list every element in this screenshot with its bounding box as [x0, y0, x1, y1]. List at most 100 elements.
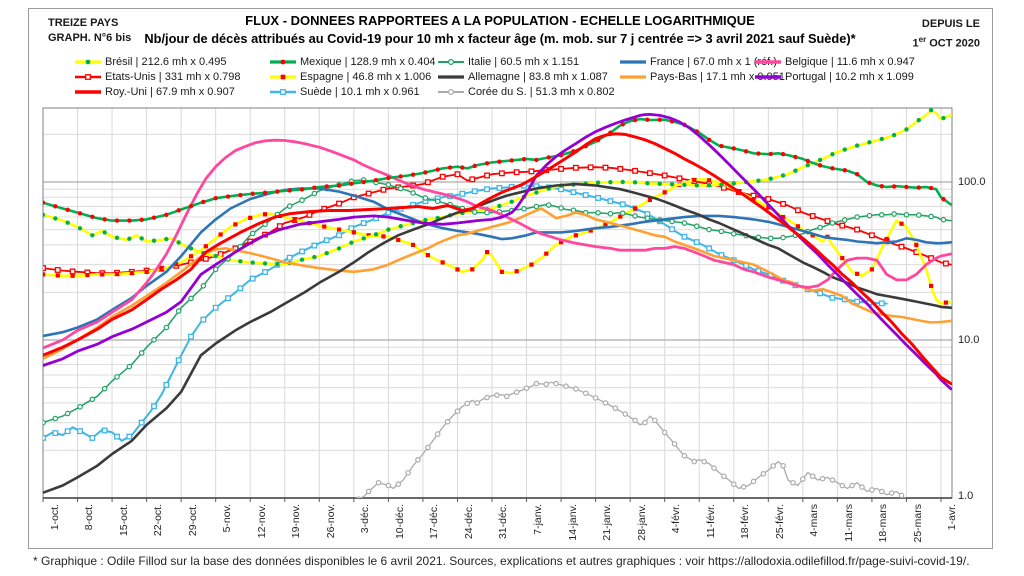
x-axis-label-22-oct.: 22-oct. — [152, 504, 165, 537]
legend-label-Belgique: Belgique | 11.6 mh x 0.947 — [785, 55, 915, 68]
series-line-Allemagne — [43, 182, 952, 494]
x-axis-label-5-nov.: 5-nov. — [221, 504, 234, 533]
x-axis-label-18-févr.: 18-févr. — [739, 504, 752, 540]
header-right-block: DEPUIS LE 1er OCT 2020 — [913, 16, 981, 52]
header-treize-pays: TREIZE PAYS — [48, 17, 119, 29]
x-axis-label-1-oct.: 1-oct. — [48, 504, 61, 531]
series-group — [43, 108, 952, 498]
series-Brésil — [43, 108, 952, 267]
y-axis-label-100: 100.0 — [958, 176, 986, 188]
series-line-Belgique — [43, 138, 952, 350]
x-axis-label-24-déc.: 24-déc. — [462, 504, 475, 540]
legend-label-Mexique: Mexique | 128.9 mh x 0.404 — [300, 55, 436, 68]
legend-swatch-Roy.-Uni — [75, 89, 101, 94]
x-axis-label-3-déc.: 3-déc. — [359, 504, 372, 534]
header-depuis-le: DEPUIS LE — [921, 18, 980, 30]
x-axis-label-11-févr.: 11-févr. — [704, 504, 717, 539]
x-axis-label-8-oct.: 8-oct. — [83, 504, 96, 531]
legend-swatch-Suède — [270, 88, 296, 95]
legend-label-Etats-Unis: Etats-Unis | 331 mh x 0.798 — [105, 70, 241, 83]
page-subtitle: Nb/jour de décès attribués au Covid-19 p… — [144, 31, 856, 46]
x-axis-label-31-déc.: 31-déc. — [497, 504, 510, 540]
page-title: FLUX - DONNEES RAPPORTEES A LA POPULATIO… — [245, 13, 755, 28]
legend-swatch-Portugal — [755, 74, 781, 79]
legend-item-Brésil: Brésil | 212.6 mh x 0.495 — [75, 55, 226, 68]
legend-item-Espagne: Espagne | 46.8 mh x 1.006 — [270, 70, 431, 83]
legend-label-Suède: Suède | 10.1 mh x 0.961 — [300, 85, 420, 98]
x-axis-label-4-mars: 4-mars — [808, 504, 821, 537]
series-Corée du S. — [356, 380, 906, 498]
x-axis-label-18-mars: 18-mars — [877, 504, 890, 543]
legend-swatch-Brésil — [75, 59, 101, 64]
x-axis-label-26-nov.: 26-nov. — [324, 504, 337, 539]
series-line-Suède — [43, 184, 888, 442]
x-axis-label-25-févr.: 25-févr. — [773, 504, 786, 540]
series-Belgique — [43, 138, 952, 350]
y-axis-label-1: 1.0 — [958, 490, 974, 502]
x-axis-label-25-mars: 25-mars — [911, 504, 924, 543]
legend-swatch-France — [620, 59, 646, 64]
legend-label-Allemagne: Allemagne | 83.8 mh x 1.087 — [468, 70, 608, 83]
x-axis-label-11-mars: 11-mars — [842, 504, 855, 542]
legend-label-Corée du S.: Corée du S. | 51.3 mh x 0.802 — [468, 85, 615, 98]
legend-item-Italie: Italie | 60.5 mh x 1.151 — [438, 55, 579, 68]
x-axis-label-19-nov.: 19-nov. — [290, 504, 303, 539]
legend-item-Suède: Suède | 10.1 mh x 0.961 — [270, 85, 420, 98]
legend-swatch-Belgique — [755, 59, 781, 64]
series-line-Espagne — [43, 178, 952, 305]
x-axis-label-15-oct.: 15-oct. — [117, 504, 130, 537]
legend-item-Mexique: Mexique | 128.9 mh x 0.404 — [270, 55, 436, 68]
x-axis-label-29-oct.: 29-oct. — [186, 504, 199, 537]
x-axis-label-1-avr.: 1-avr. — [946, 504, 959, 531]
legend-label-Italie: Italie | 60.5 mh x 1.151 — [468, 55, 580, 68]
legend-swatch-Pays-Bas — [620, 74, 646, 79]
x-axis-label-14-janv.: 14-janv. — [566, 504, 579, 541]
legend-swatch-Italie — [438, 58, 464, 65]
x-axis-label-7-janv.: 7-janv. — [532, 504, 545, 535]
series-line-Portugal — [43, 113, 952, 391]
legend-item-Etats-Unis: Etats-Unis | 331 mh x 0.798 — [75, 70, 241, 83]
series-Roy.-Uni — [43, 132, 952, 386]
legend-label-France: France | 67.0 mh x 1 (réf.) — [650, 55, 777, 68]
series-line-Corée du S. — [359, 381, 906, 498]
header-left-block: TREIZE PAYS GRAPH. N°6 bis — [48, 16, 131, 46]
series-Portugal — [43, 113, 952, 391]
series-line-Pays-Bas — [43, 207, 952, 361]
series-Pays-Bas — [43, 207, 952, 361]
series-line-France — [43, 187, 952, 338]
legend-label-Roy.-Uni: Roy.-Uni | 67.9 mh x 0.907 — [105, 85, 235, 98]
source-footnote: * Graphique : Odile Fillod sur la base d… — [33, 554, 970, 568]
x-axis-label-12-nov.: 12-nov. — [255, 504, 268, 539]
series-France — [43, 187, 952, 338]
header-graph-number: GRAPH. N°6 bis — [48, 32, 132, 44]
series-Allemagne — [43, 182, 952, 494]
legend-item-Portugal: Portugal | 10.2 mh x 1.099 — [755, 70, 914, 83]
legend-label-Espagne: Espagne | 46.8 mh x 1.006 — [300, 70, 432, 83]
x-axis-label-10-déc.: 10-déc. — [393, 504, 406, 540]
x-axis-label-21-janv.: 21-janv. — [601, 504, 614, 541]
legend-item-Pays-Bas: Pays-Bas | 17.1 mh x 0.951 — [620, 70, 785, 83]
legend-swatch-Mexique — [270, 59, 296, 64]
x-axis-label-4-févr.: 4-févr. — [670, 504, 683, 534]
header-start-date: 1er OCT 2020 — [912, 35, 981, 50]
legend-item-Corée du S.: Corée du S. | 51.3 mh x 0.802 — [438, 85, 615, 98]
y-axis-label-10: 10.0 — [958, 334, 980, 346]
legend-item-Allemagne: Allemagne | 83.8 mh x 1.087 — [438, 70, 608, 83]
legend-swatch-Etats-Unis — [75, 73, 101, 80]
legend-label-Brésil: Brésil | 212.6 mh x 0.495 — [105, 55, 227, 68]
legend-item-Roy.-Uni: Roy.-Uni | 67.9 mh x 0.907 — [75, 85, 235, 98]
series-line-Brésil — [43, 108, 952, 266]
legend-swatch-Espagne — [270, 74, 296, 79]
legend-swatch-Allemagne — [438, 74, 464, 79]
legend-item-Belgique: Belgique | 11.6 mh x 0.947 — [755, 55, 915, 68]
x-axis-label-17-déc.: 17-déc. — [428, 504, 441, 540]
legend-swatch-Corée du S. — [438, 88, 464, 95]
legend-label-Pays-Bas: Pays-Bas | 17.1 mh x 0.951 — [650, 70, 785, 83]
legend-label-Portugal: Portugal | 10.2 mh x 1.099 — [785, 70, 914, 83]
series-line-Roy.-Uni — [43, 132, 952, 386]
legend-item-France: France | 67.0 mh x 1 (réf.) — [620, 55, 777, 68]
chart-outer-frame — [28, 8, 993, 549]
x-axis-label-28-janv.: 28-janv. — [635, 504, 648, 541]
